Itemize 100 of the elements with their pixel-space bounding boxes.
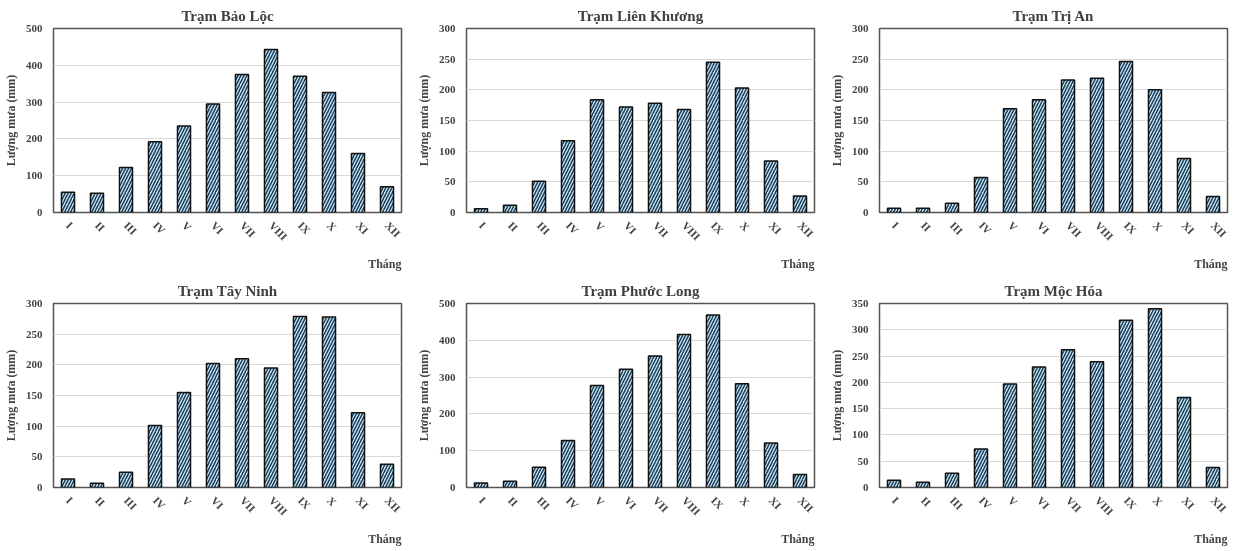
chart-title: Trạm Tây Ninh [177, 282, 278, 299]
x-tick-label: IV [150, 494, 168, 512]
x-tick-label: V [1005, 494, 1020, 509]
x-tick-label: II [505, 219, 521, 234]
x-tick-label: III [534, 494, 553, 512]
y-tick-label: 300 [26, 297, 43, 309]
x-tick-label: IX [1121, 219, 1139, 237]
y-tick-label: 50 [857, 175, 869, 188]
y-axis-title: Lượng mưa (mm) [417, 349, 431, 442]
x-tick-label: V [592, 219, 607, 234]
y-tick-label: 0 [450, 481, 456, 493]
x-tick-label: III [121, 219, 140, 237]
x-tick-label: I [63, 219, 76, 231]
x-tick-label: VII [650, 219, 671, 240]
y-tick-label: 500 [439, 297, 456, 309]
x-tick-label: I [889, 219, 902, 231]
y-tick-label: 300 [439, 22, 456, 34]
y-tick-label: 250 [852, 52, 869, 65]
x-tick-label: VI [208, 494, 226, 512]
y-tick-label: 200 [26, 358, 43, 371]
y-tick-label: 300 [439, 370, 456, 383]
x-tick-label: V [179, 494, 194, 509]
x-axis-title: Tháng [368, 531, 402, 546]
y-axis-title: Lượng mưa (mm) [830, 74, 844, 167]
y-axis-title: Lượng mưa (mm) [4, 349, 18, 442]
x-axis-title: Tháng [781, 531, 815, 546]
y-tick-label: 250 [439, 52, 456, 65]
y-tick-label: 0 [863, 206, 869, 218]
x-tick-label: XII [382, 494, 403, 515]
x-tick-label: IV [976, 219, 994, 237]
x-tick-label: XII [795, 494, 816, 515]
x-tick-label: X [324, 494, 339, 509]
x-tick-label: X [737, 494, 752, 509]
y-tick-label: 300 [26, 95, 43, 108]
y-tick-label: 50 [31, 450, 43, 463]
y-tick-label: 100 [852, 428, 869, 441]
x-tick-label: IV [976, 494, 994, 512]
y-tick-label: 150 [26, 389, 43, 401]
y-axis-title: Lượng mưa (mm) [417, 74, 431, 167]
x-tick-label: IX [295, 494, 313, 512]
x-tick-label: XII [382, 219, 403, 240]
x-tick-label: XI [353, 494, 371, 512]
x-tick-label: I [476, 219, 489, 231]
x-tick-label: VI [1034, 494, 1052, 512]
y-tick-label: 250 [852, 349, 869, 362]
x-tick-label: IX [708, 494, 726, 512]
x-tick-label: XI [1179, 219, 1197, 237]
y-tick-label: 0 [450, 206, 456, 218]
x-tick-label: IX [295, 219, 313, 237]
x-axis-title: Tháng [1194, 256, 1228, 271]
x-tick-label: VII [650, 494, 671, 515]
x-tick-label: VI [621, 494, 639, 512]
y-axis-title: Lượng mưa (mm) [830, 349, 844, 442]
x-tick-label: II [918, 219, 934, 234]
y-tick-label: 100 [26, 419, 43, 432]
x-tick-label: XII [1208, 494, 1229, 515]
y-tick-label: 350 [852, 297, 869, 309]
x-tick-label: X [1150, 494, 1165, 509]
x-tick-label: II [92, 219, 108, 234]
x-tick-label: V [592, 494, 607, 509]
y-tick-label: 300 [852, 22, 869, 34]
x-tick-label: VII [1063, 219, 1084, 240]
y-tick-label: 300 [852, 323, 869, 336]
y-tick-label: 150 [852, 402, 869, 415]
x-tick-label: VI [208, 219, 226, 237]
x-axis-title: Tháng [368, 256, 402, 271]
chart-title: Trạm Phước Long [581, 282, 700, 299]
y-tick-label: 50 [857, 454, 869, 467]
y-tick-label: 150 [439, 114, 456, 126]
x-tick-label: III [947, 494, 966, 512]
x-tick-label: VI [1034, 219, 1052, 237]
x-tick-label: X [737, 219, 752, 234]
x-tick-label: III [534, 219, 553, 237]
x-tick-label: X [1150, 219, 1165, 234]
x-tick-label: II [92, 494, 108, 509]
x-tick-label: IV [150, 219, 168, 237]
y-tick-label: 50 [444, 175, 456, 188]
x-axis-title: Tháng [1194, 531, 1228, 546]
x-tick-label: XI [353, 219, 371, 237]
y-tick-label: 0 [37, 481, 43, 493]
y-tick-label: 200 [439, 83, 456, 96]
x-tick-label: IV [563, 219, 581, 237]
x-tick-label: IX [708, 219, 726, 237]
y-tick-label: 400 [26, 58, 43, 71]
y-tick-label: 200 [852, 83, 869, 96]
x-tick-label: VI [621, 219, 639, 237]
x-tick-label: V [1005, 219, 1020, 234]
y-tick-label: 250 [26, 327, 43, 340]
x-tick-label: III [121, 494, 140, 512]
y-tick-label: 500 [26, 22, 43, 34]
y-tick-label: 400 [439, 333, 456, 346]
x-tick-label: II [505, 494, 521, 509]
x-tick-label: XI [766, 219, 784, 237]
y-tick-label: 200 [439, 407, 456, 420]
x-tick-label: VII [1063, 494, 1084, 515]
chart-title: Trạm Liên Khương [577, 7, 704, 24]
x-tick-label: I [63, 494, 76, 506]
y-tick-label: 100 [852, 144, 869, 157]
x-tick-label: X [324, 219, 339, 234]
x-axis-title: Tháng [781, 256, 815, 271]
